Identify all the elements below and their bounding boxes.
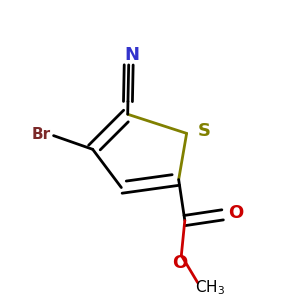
Text: S: S [198, 122, 211, 140]
Text: O: O [228, 204, 243, 222]
Text: N: N [124, 46, 140, 64]
Text: CH$_3$: CH$_3$ [195, 278, 226, 297]
Text: Br: Br [31, 127, 50, 142]
Text: O: O [172, 254, 188, 272]
